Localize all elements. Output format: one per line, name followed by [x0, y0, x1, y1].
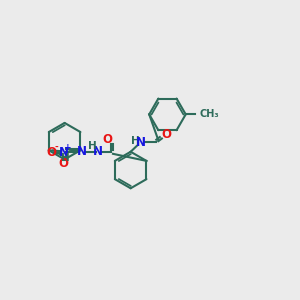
- Text: H: H: [88, 141, 97, 151]
- Text: -: -: [55, 143, 59, 152]
- Text: O: O: [161, 128, 171, 142]
- Text: CH₃: CH₃: [200, 110, 219, 119]
- Text: H: H: [131, 136, 140, 146]
- Text: O: O: [58, 157, 69, 170]
- Text: H: H: [61, 153, 70, 163]
- Text: N: N: [93, 145, 103, 158]
- Text: N: N: [58, 146, 69, 159]
- Text: N: N: [77, 145, 87, 158]
- Text: O: O: [102, 133, 112, 146]
- Text: O: O: [46, 146, 56, 159]
- Text: +: +: [64, 143, 72, 152]
- Text: N: N: [136, 136, 146, 149]
